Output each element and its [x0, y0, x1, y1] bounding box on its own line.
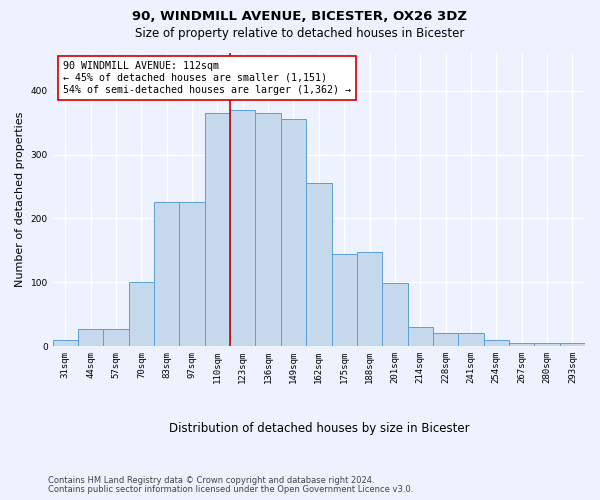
Bar — [332, 254, 357, 346]
Bar — [53, 340, 78, 346]
Y-axis label: Number of detached properties: Number of detached properties — [15, 112, 25, 287]
Bar — [103, 329, 129, 346]
Bar — [458, 333, 484, 346]
Bar — [256, 113, 281, 346]
Bar — [281, 120, 306, 346]
Bar — [306, 184, 332, 346]
Bar — [433, 333, 458, 346]
X-axis label: Distribution of detached houses by size in Bicester: Distribution of detached houses by size … — [169, 422, 469, 435]
Bar — [205, 113, 230, 346]
Bar — [78, 329, 103, 346]
Text: 90, WINDMILL AVENUE, BICESTER, OX26 3DZ: 90, WINDMILL AVENUE, BICESTER, OX26 3DZ — [133, 10, 467, 23]
Text: Size of property relative to detached houses in Bicester: Size of property relative to detached ho… — [136, 28, 464, 40]
Bar — [535, 343, 560, 346]
Bar — [382, 284, 407, 346]
Bar — [509, 343, 535, 346]
Bar — [407, 327, 433, 346]
Bar — [560, 344, 585, 346]
Bar — [129, 282, 154, 346]
Text: Contains public sector information licensed under the Open Government Licence v3: Contains public sector information licen… — [48, 485, 413, 494]
Bar — [484, 340, 509, 346]
Text: Contains HM Land Registry data © Crown copyright and database right 2024.: Contains HM Land Registry data © Crown c… — [48, 476, 374, 485]
Bar — [179, 202, 205, 346]
Bar — [230, 110, 256, 346]
Bar — [154, 202, 179, 346]
Bar — [357, 252, 382, 346]
Text: 90 WINDMILL AVENUE: 112sqm
← 45% of detached houses are smaller (1,151)
54% of s: 90 WINDMILL AVENUE: 112sqm ← 45% of deta… — [64, 62, 352, 94]
